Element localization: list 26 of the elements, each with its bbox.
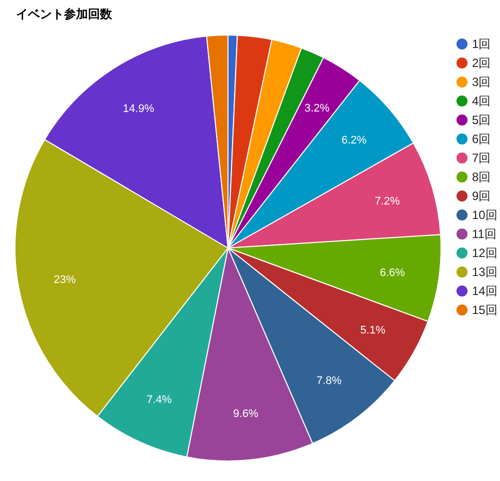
data-label: 7.8% (316, 374, 342, 387)
data-label: 6.6% (380, 266, 406, 279)
data-label: 7.4% (146, 394, 172, 406)
legend-label: 9回 (472, 189, 491, 204)
legend-label: 13回 (472, 265, 498, 280)
legend-label: 2回 (472, 56, 491, 70)
legend-label: 4回 (472, 94, 491, 108)
legend-label: 7回 (472, 151, 491, 166)
legend-label: 8回 (472, 170, 491, 184)
legend-label: 15回 (472, 303, 498, 318)
legend-label: 14回 (472, 284, 498, 298)
legend-label: 5回 (472, 113, 491, 128)
data-label: 14.9% (122, 102, 154, 115)
data-label: 6.2% (341, 134, 367, 147)
data-label: 9.6% (233, 408, 258, 420)
legend-label: 12回 (472, 246, 498, 260)
legend-label: 1回 (472, 37, 491, 52)
data-label: 7.2% (374, 195, 400, 208)
legend-label: 11回 (472, 227, 496, 242)
data-label: 23% (54, 274, 76, 286)
legend-label: 6回 (472, 132, 491, 146)
data-label: 3.2% (304, 102, 330, 115)
legend-label: 3回 (472, 75, 491, 90)
data-label: 5.1% (360, 324, 386, 336)
chart-title: イベント参加回数 (16, 7, 113, 21)
legend-label: 10回 (472, 208, 498, 222)
